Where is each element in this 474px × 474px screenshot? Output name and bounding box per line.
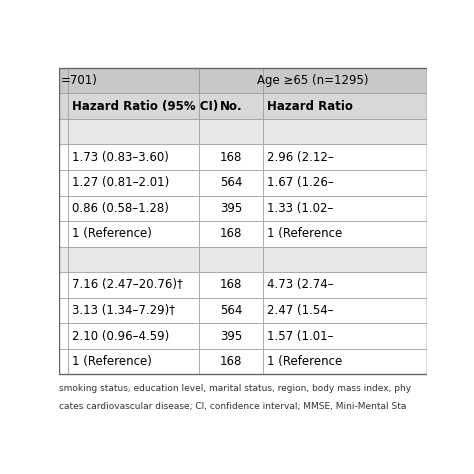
Bar: [59, 323, 68, 349]
Text: 1 (Reference: 1 (Reference: [267, 355, 342, 368]
Bar: [68, 272, 199, 298]
Bar: [68, 196, 199, 221]
Text: 564: 564: [220, 304, 242, 317]
Text: 0.86 (0.58–1.28): 0.86 (0.58–1.28): [72, 202, 169, 215]
Bar: [263, 196, 427, 221]
Bar: [263, 68, 427, 93]
Text: 1 (Reference): 1 (Reference): [72, 228, 152, 240]
Bar: [59, 246, 68, 272]
Bar: [199, 145, 263, 170]
Bar: [263, 221, 427, 246]
Text: 3.13 (1.34–7.29)†: 3.13 (1.34–7.29)†: [72, 304, 175, 317]
Text: 564: 564: [220, 176, 242, 189]
Text: 1.33 (1.02–: 1.33 (1.02–: [267, 202, 333, 215]
Bar: [263, 323, 427, 349]
Bar: [68, 349, 199, 374]
Bar: [68, 221, 199, 246]
Bar: [199, 221, 263, 246]
Bar: [199, 196, 263, 221]
Bar: [263, 119, 427, 145]
Bar: [59, 145, 68, 170]
Text: 2.47 (1.54–: 2.47 (1.54–: [267, 304, 333, 317]
Bar: [68, 246, 199, 272]
Bar: [199, 68, 263, 93]
Bar: [199, 298, 263, 323]
Text: smoking status, education level, marital status, region, body mass index, phy: smoking status, education level, marital…: [59, 383, 411, 392]
Text: No.: No.: [219, 100, 242, 113]
Text: 1.73 (0.83–3.60): 1.73 (0.83–3.60): [72, 151, 169, 164]
Text: 1.27 (0.81–2.01): 1.27 (0.81–2.01): [72, 176, 169, 189]
Text: 1.67 (1.26–: 1.67 (1.26–: [267, 176, 334, 189]
Text: Age ≥65 (n=1295): Age ≥65 (n=1295): [257, 74, 368, 87]
Bar: [263, 145, 427, 170]
Bar: [59, 196, 68, 221]
Text: 168: 168: [220, 279, 242, 292]
Text: 168: 168: [220, 151, 242, 164]
Bar: [263, 170, 427, 196]
Bar: [68, 298, 199, 323]
Bar: [199, 93, 263, 119]
Text: cates cardiovascular disease; CI, confidence interval; MMSE, Mini-Mental Sta: cates cardiovascular disease; CI, confid…: [59, 402, 407, 411]
Bar: [68, 119, 199, 145]
Text: =701): =701): [61, 74, 98, 87]
Text: 1.57 (1.01–: 1.57 (1.01–: [267, 329, 333, 343]
Bar: [68, 93, 199, 119]
Bar: [59, 68, 68, 93]
Text: 395: 395: [220, 202, 242, 215]
Bar: [199, 246, 263, 272]
Bar: [59, 272, 68, 298]
Bar: [68, 145, 199, 170]
Bar: [263, 298, 427, 323]
Bar: [263, 246, 427, 272]
Bar: [68, 68, 199, 93]
Bar: [68, 170, 199, 196]
Bar: [68, 323, 199, 349]
Text: 1 (Reference): 1 (Reference): [72, 355, 152, 368]
Bar: [263, 349, 427, 374]
Text: 4.73 (2.74–: 4.73 (2.74–: [267, 279, 333, 292]
Bar: [59, 170, 68, 196]
Bar: [59, 93, 68, 119]
Bar: [59, 68, 427, 374]
Bar: [199, 323, 263, 349]
Text: 7.16 (2.47–20.76)†: 7.16 (2.47–20.76)†: [72, 279, 183, 292]
Text: 395: 395: [220, 329, 242, 343]
Bar: [199, 349, 263, 374]
Text: Hazard Ratio: Hazard Ratio: [267, 100, 353, 113]
Bar: [263, 272, 427, 298]
Text: 1 (Reference: 1 (Reference: [267, 228, 342, 240]
Bar: [59, 119, 68, 145]
Text: 2.10 (0.96–4.59): 2.10 (0.96–4.59): [72, 329, 169, 343]
Bar: [59, 298, 68, 323]
Bar: [59, 349, 68, 374]
Text: 168: 168: [220, 228, 242, 240]
Bar: [59, 221, 68, 246]
Text: 168: 168: [220, 355, 242, 368]
Bar: [199, 170, 263, 196]
Text: 2.96 (2.12–: 2.96 (2.12–: [267, 151, 334, 164]
Bar: [199, 272, 263, 298]
Text: Hazard Ratio (95% CI): Hazard Ratio (95% CI): [72, 100, 219, 113]
Bar: [199, 119, 263, 145]
Bar: [263, 93, 427, 119]
